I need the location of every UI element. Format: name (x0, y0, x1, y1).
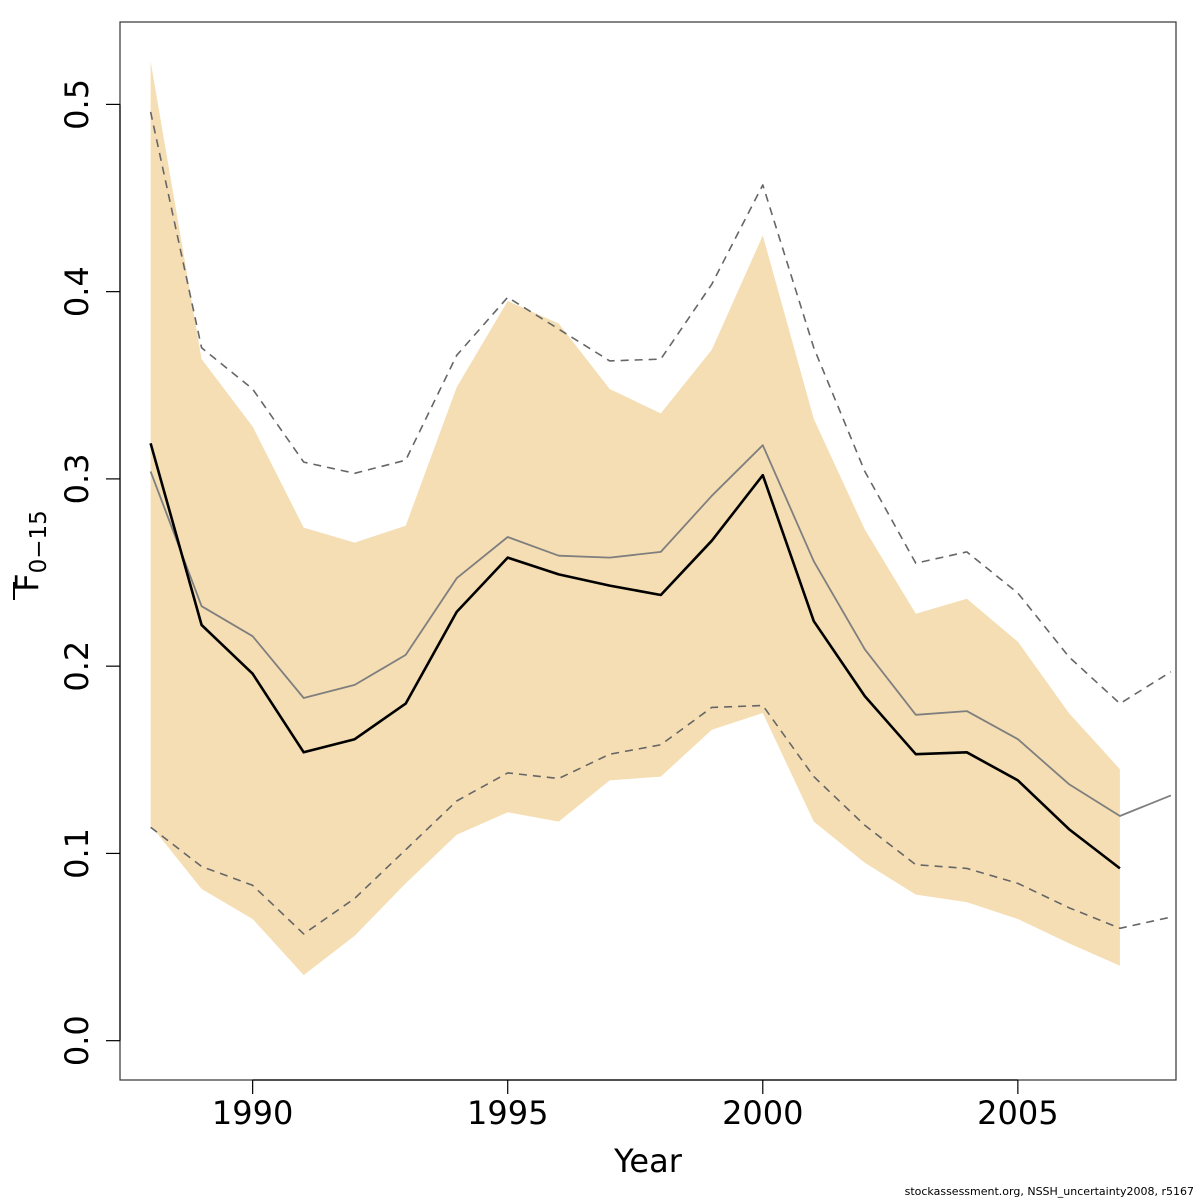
svg-text:F0−15: F0−15 (8, 510, 52, 592)
x-tick-label: 2000 (722, 1094, 803, 1132)
x-tick-label: 1995 (467, 1094, 548, 1132)
x-axis: 1990 1995 2000 2005 (212, 1079, 1059, 1132)
x-tick-label: 1990 (212, 1094, 293, 1132)
y-tick-label: 0.0 (58, 1015, 96, 1066)
y-tick-label: 0.3 (58, 453, 96, 504)
y-tick-label: 0.2 (58, 641, 96, 692)
series-line-upper-bound (149, 111, 1172, 705)
series-line-median (149, 444, 1172, 817)
y-axis-title-subscript: 0−15 (26, 510, 52, 573)
x-axis-title: Year (613, 1142, 683, 1180)
credit-text: stockassessment.org, NSSH_uncertainty200… (904, 1185, 1194, 1198)
y-axis-title: F0−15 (8, 510, 52, 600)
y-axis-title-main: F (8, 573, 46, 591)
x-tick-label: 2005 (977, 1094, 1058, 1132)
y-tick-label: 0.5 (58, 79, 96, 130)
confidence-band (150, 61, 1120, 976)
y-axis: 0.0 0.1 0.2 0.3 0.4 0.5 (58, 79, 121, 1066)
y-tick-label: 0.1 (58, 828, 96, 879)
series-line-estimate (149, 442, 1121, 870)
y-tick-label: 0.4 (58, 266, 96, 317)
plot-area (149, 61, 1172, 976)
